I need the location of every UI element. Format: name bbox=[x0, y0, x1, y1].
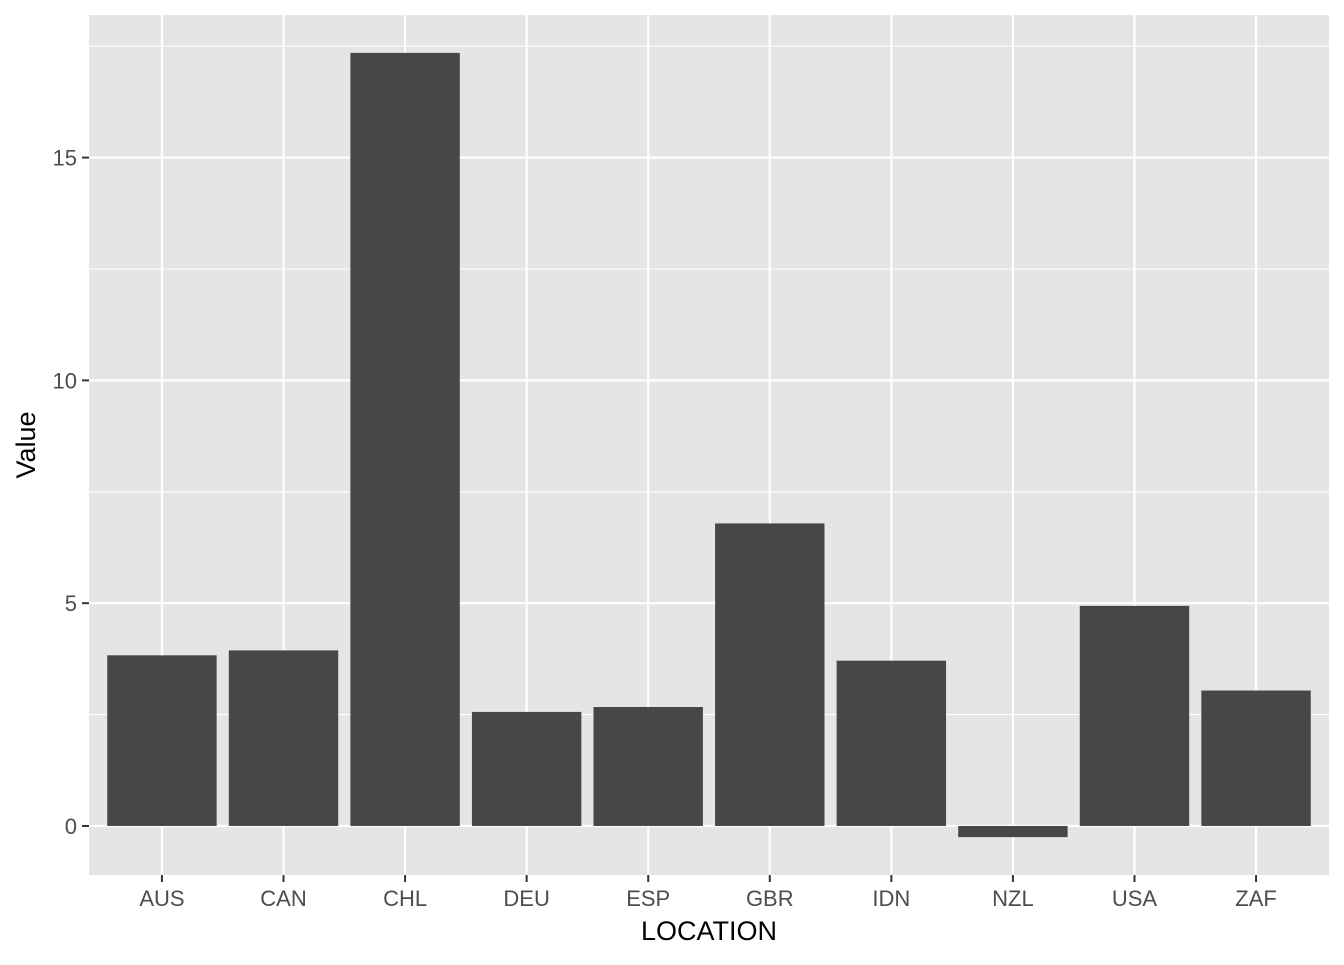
bars bbox=[107, 52, 1311, 838]
x-axis-title: LOCATION bbox=[641, 916, 777, 946]
bar-chl bbox=[350, 52, 460, 826]
y-axis-title: Value bbox=[11, 411, 41, 478]
y-tick-label: 5 bbox=[65, 591, 77, 616]
x-tick-label: NZL bbox=[992, 886, 1034, 911]
x-tick-label: IDN bbox=[872, 886, 910, 911]
bar-gbr bbox=[715, 523, 825, 826]
y-axis: 0 5 10 15 bbox=[53, 146, 89, 839]
x-tick-label: USA bbox=[1112, 886, 1158, 911]
bar-idn bbox=[836, 660, 947, 826]
x-tick-label: DEU bbox=[503, 886, 549, 911]
x-tick-label: CHL bbox=[383, 886, 427, 911]
bar-deu bbox=[471, 711, 582, 826]
bar-usa bbox=[1079, 605, 1190, 826]
x-tick-label: CAN bbox=[260, 886, 306, 911]
y-tick-label: 10 bbox=[53, 368, 77, 393]
bar-can bbox=[228, 650, 339, 826]
bar-zaf bbox=[1201, 690, 1311, 826]
x-tick-label: GBR bbox=[746, 886, 794, 911]
bar-nzl bbox=[958, 825, 1068, 838]
bar-aus bbox=[107, 655, 217, 826]
y-tick-label: 15 bbox=[53, 146, 77, 171]
x-axis: AUS CAN CHL DEU ESP GBR IDN NZL USA ZAF bbox=[139, 875, 1277, 911]
bar-esp bbox=[593, 707, 703, 826]
x-tick-label: AUS bbox=[139, 886, 184, 911]
x-tick-label: ESP bbox=[626, 886, 670, 911]
x-tick-label: ZAF bbox=[1235, 886, 1277, 911]
y-tick-label: 0 bbox=[65, 814, 77, 839]
